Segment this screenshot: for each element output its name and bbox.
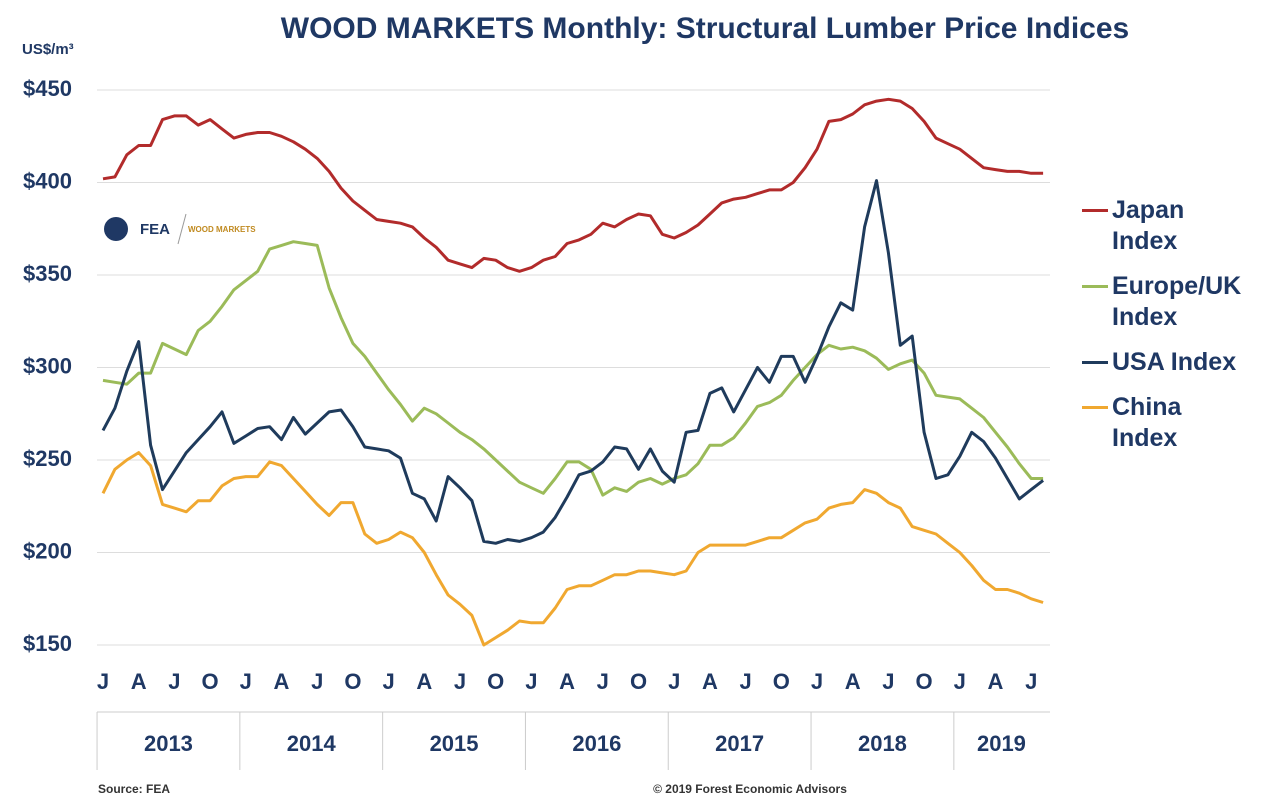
x-tick-label: J: [525, 669, 537, 694]
legend-item: Japan Index: [1082, 195, 1270, 257]
x-tick-label: A: [702, 669, 718, 694]
x-tick-label: O: [344, 669, 361, 694]
x-tick-label: O: [773, 669, 790, 694]
x-tick-label: O: [916, 669, 933, 694]
y-axis-label: US$/m³: [22, 41, 74, 58]
x-tick-label: J: [240, 669, 252, 694]
series-line: [102, 240, 1044, 497]
year-label: 2014: [287, 731, 337, 756]
y-tick-label: $350: [23, 261, 72, 286]
x-tick-label: A: [416, 669, 432, 694]
x-tick-label: J: [954, 669, 966, 694]
x-tick-label: J: [882, 669, 894, 694]
legend-swatch: [1082, 209, 1108, 212]
y-tick-label: $400: [23, 168, 72, 193]
x-tick-label: J: [597, 669, 609, 694]
x-tick-label: J: [668, 669, 680, 694]
x-tick-label: J: [454, 669, 466, 694]
year-label: 2015: [430, 731, 479, 756]
legend-label: Europe/UK Index: [1112, 272, 1242, 331]
legend-item: USA Index: [1082, 347, 1270, 378]
copyright: © 2019 Forest Economic Advisors: [653, 782, 847, 796]
legend-swatch: [1082, 406, 1108, 409]
series-line: [101, 451, 1044, 647]
year-label: 2013: [144, 731, 193, 756]
year-label: 2017: [715, 731, 764, 756]
legend-item: China Index: [1082, 392, 1270, 454]
x-tick-label: O: [202, 669, 219, 694]
x-tick-label: A: [274, 669, 290, 694]
legend: Japan Index Europe/UK Index USA Index China…: [1082, 195, 1270, 468]
logo-dot: [104, 217, 128, 241]
source: Source: FEA: [98, 782, 170, 796]
x-tick-label: J: [311, 669, 323, 694]
y-tick-label: $200: [23, 538, 72, 563]
x-tick-label: J: [739, 669, 751, 694]
series-line: [102, 97, 1044, 273]
logo-divider: [177, 213, 187, 245]
y-tick-label: $300: [23, 353, 72, 378]
legend-label: USA Index: [1112, 348, 1237, 376]
x-tick-label: O: [487, 669, 504, 694]
x-tick-label: A: [845, 669, 861, 694]
logo: FEA WOOD MARKETS: [104, 213, 256, 245]
x-tick-label: O: [630, 669, 647, 694]
legend-swatch: [1082, 285, 1108, 288]
x-tick-label: J: [382, 669, 394, 694]
year-label: 2019: [977, 731, 1026, 756]
x-tick-label: J: [811, 669, 823, 694]
x-tick-label: J: [168, 669, 180, 694]
y-tick-label: $250: [23, 446, 72, 471]
logo-right: WOOD MARKETS: [188, 225, 256, 234]
x-tick-label: J: [97, 669, 109, 694]
y-tick-label: $450: [23, 76, 72, 101]
chart-title: WOOD MARKETS Monthly: Structural Lumber …: [281, 12, 1129, 45]
x-tick-label: A: [988, 669, 1004, 694]
legend-label: China Index: [1112, 393, 1182, 452]
y-tick-label: $150: [23, 631, 72, 656]
x-tick-label: J: [1025, 669, 1037, 694]
x-tick-label: A: [559, 669, 575, 694]
year-label: 2016: [572, 731, 621, 756]
x-tick-label: A: [131, 669, 147, 694]
series-line: [101, 179, 1045, 545]
legend-label: Japan Index: [1112, 196, 1185, 255]
legend-item: Europe/UK Index: [1082, 271, 1270, 333]
year-label: 2018: [858, 731, 907, 756]
logo-left: FEA: [140, 221, 170, 238]
legend-swatch: [1082, 361, 1108, 364]
